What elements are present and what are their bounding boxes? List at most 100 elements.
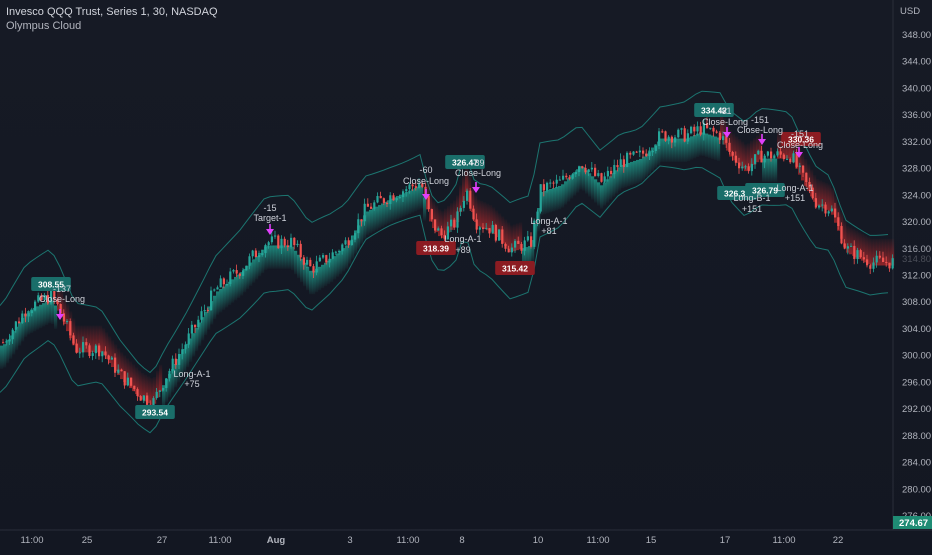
candle-body [264,245,267,254]
cloud-segment [792,135,796,163]
cloud-segment [348,240,352,264]
cloud-segment [453,200,457,228]
candle-body [158,390,161,392]
candle-body [811,187,814,199]
cloud-segment [600,185,604,209]
signal-arrow [266,224,274,235]
cloud-segment [723,117,727,145]
cloud-segment [48,299,52,324]
signal-annotation: +75 [184,379,199,389]
time-tick-label: 11:00 [208,535,231,546]
candle-body [667,136,670,141]
cloud-segment [27,311,31,335]
cloud-segment [543,190,547,215]
candle-body [37,295,40,302]
cloud-segment [147,376,151,403]
candle-body [30,310,33,314]
candle-body [200,311,203,320]
cloud-segment [192,333,196,357]
cloud-segment [21,318,25,342]
candle-body [530,236,533,247]
candle-body [834,208,837,218]
cloud-segment [432,201,436,229]
cloud-segment [630,161,634,186]
cloud-segment [696,133,700,158]
cloud-segment [249,262,253,286]
cloud-segment [378,205,382,229]
candle-body [366,203,369,207]
cloud-segment [324,262,328,287]
cloud-segment [165,379,169,403]
candle-body [510,247,513,253]
cloud-segment [780,131,784,159]
candle-body [72,335,75,344]
price-tick-label: 340.00 [902,83,931,94]
price-tick-label: 332.00 [902,137,931,148]
cloud-segment [855,230,859,258]
cloud-segment [816,179,820,206]
candle-body [162,388,165,391]
cloud-segment [573,172,577,196]
candle-body [520,243,523,251]
candle-body [187,333,190,345]
candle-body [770,151,773,159]
candle-body [274,235,277,237]
price-tick-label: 296.00 [902,377,931,388]
candle-body [603,176,606,182]
cloud-segment [366,211,370,235]
cloud-segment [498,213,502,241]
cloud-segment [222,286,226,310]
candle-body [309,259,312,267]
cloud-segment [216,291,220,315]
cloud-segment [87,325,91,353]
candle-body [782,154,785,160]
time-tick-label: 8 [459,535,464,546]
candle-body [11,329,14,340]
cloud-segment [75,325,79,353]
candle-body [104,351,107,356]
cloud-segment [534,224,538,248]
candle-body [171,358,174,371]
cloud-segment [447,205,451,233]
trade-price-tag [781,132,821,146]
candle-body [661,131,664,133]
candle-body [846,246,849,249]
candle-body [642,150,645,154]
cloud-segment [270,245,274,269]
candle-body [98,345,101,357]
cloud-segment [261,249,265,274]
cloud-segment [201,317,205,341]
cloud-segment [57,283,61,311]
candle-body [14,321,17,330]
cloud-segment [66,304,70,332]
candle-body [56,299,59,304]
indicator-title[interactable]: Olympus Cloud [6,20,82,32]
price-tick-label: 324.00 [902,190,931,201]
signal-annotation: -151 [791,129,809,139]
candle-body [88,345,91,356]
cloud-segment [531,240,535,264]
candle-body [82,342,85,353]
time-axis[interactable]: 11:00 25 27 11:00 Aug 3 11:00 8 10 11:00 15 17 11:00… [20,535,843,546]
trade-price-tag [745,183,785,197]
lower-band-line [0,165,889,434]
candle-body [437,228,440,231]
candle-body [674,137,677,143]
cloud-segment [462,175,466,203]
cloud-segment [480,200,484,228]
candle-body [344,240,347,245]
cloud-segment [765,158,769,182]
candle-body [395,198,398,201]
candle-body [53,289,56,300]
candle-body [174,358,177,365]
symbol-title[interactable]: Invesco QQQ Trust, Series 1, 30, NASDAQ [6,6,218,18]
cloud-segment [408,190,412,215]
candle-body [222,278,225,285]
candle-body [597,173,600,176]
signal-annotation: Close-Long [702,117,748,127]
candle-body [664,131,667,141]
price-axis[interactable]: 348.00 344.00 340.00 336.00 332.00 328.00 324.… [893,6,932,529]
cloud-segment [93,325,97,353]
